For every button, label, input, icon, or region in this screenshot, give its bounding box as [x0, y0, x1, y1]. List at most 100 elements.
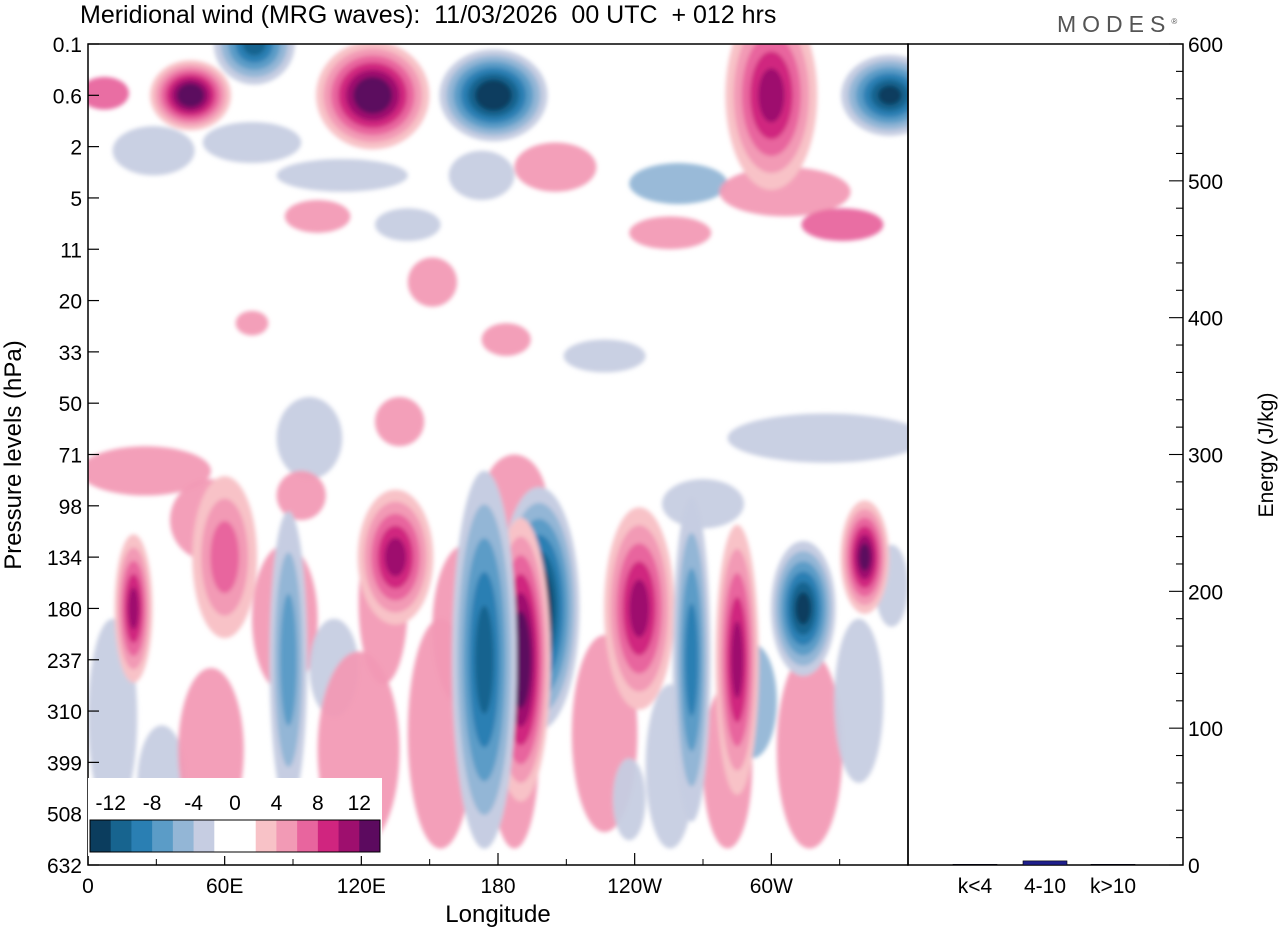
colorbar-swatch	[110, 820, 132, 852]
y-tick-label: 632	[47, 855, 82, 878]
energy-bar	[952, 864, 998, 866]
field-patch	[407, 257, 457, 307]
field-feature-ring	[685, 603, 699, 717]
field-patch	[88, 446, 211, 496]
pressure-axis: 0.1 0.6 2 5 11 20 33 50 71 98 134 180 237 310 399 508 63…	[47, 34, 99, 878]
field-patch	[112, 126, 195, 176]
y-tick-label: 5	[70, 188, 82, 211]
colorbar-label: -12	[96, 792, 126, 815]
colorbar-swatch	[172, 820, 195, 852]
energy-bar	[1022, 860, 1068, 866]
colorbar-swatch	[317, 820, 340, 852]
field-patch	[629, 163, 728, 205]
field-feature-ring	[384, 537, 407, 577]
y-tick-label: 2	[70, 137, 82, 160]
y-tick-label: 0.1	[53, 34, 82, 57]
colorbar-swatch	[235, 820, 257, 852]
y-tick-label: 98	[59, 496, 82, 519]
field-patch	[448, 150, 515, 200]
field-patch	[629, 216, 712, 250]
colorbar-swatch	[359, 820, 381, 852]
wind-field-contours	[88, 44, 908, 849]
energy-axis: 0 100 200 300 400 500 600	[1169, 34, 1223, 878]
x-tick-label: 180	[480, 875, 515, 898]
field-feature-ring	[795, 592, 812, 625]
field-patch	[514, 142, 597, 192]
field-patch	[563, 339, 646, 373]
energy-tick-label: 600	[1188, 34, 1223, 57]
energy-axis-title: Energy (J/kg)	[1255, 393, 1278, 518]
y-tick-label: 180	[47, 598, 82, 621]
y-tick-label: 11	[60, 239, 82, 262]
energy-tick-label: 0	[1188, 855, 1200, 878]
colorbar-swatch	[297, 820, 319, 852]
energy-category-label: k<4	[958, 875, 993, 898]
field-patch	[375, 397, 425, 447]
colorbar-swatch	[152, 820, 174, 852]
y-tick-label: 508	[47, 804, 82, 827]
chart-title: Meridional wind (MRG waves): 11/03/2026 …	[80, 1, 777, 29]
field-patch	[481, 323, 531, 356]
brand-name: MODES	[1057, 11, 1172, 37]
x-tick-label: 60W	[750, 875, 793, 898]
field-feature-ring	[128, 587, 139, 630]
x-tick-label: 120W	[607, 875, 662, 898]
field-feature-ring	[181, 87, 200, 103]
field-patch	[276, 397, 343, 480]
field-feature-ring	[210, 521, 240, 594]
field-feature-ring	[482, 85, 505, 105]
colorbar-swatch	[131, 820, 153, 852]
colorbar-swatch	[255, 820, 277, 852]
field-feature-ring	[280, 593, 297, 726]
y-tick-label: 0.6	[53, 85, 82, 108]
y-tick-label: 20	[59, 291, 82, 314]
colorbar-swatch	[90, 820, 112, 852]
colorbar-swatch	[193, 820, 215, 852]
field-feature-ring	[730, 621, 744, 699]
y-tick-label: 71	[59, 445, 82, 468]
field-feature-ring	[858, 543, 871, 571]
colorbar-label: 12	[348, 792, 371, 815]
field-feature-ring	[758, 68, 785, 123]
y-tick-label: 33	[59, 342, 82, 365]
x-tick-label: 120E	[337, 875, 386, 898]
colorbar-label: 8	[312, 792, 324, 815]
field-patch	[662, 479, 744, 529]
field-feature-ring	[514, 629, 528, 690]
energy-tick-label: 100	[1188, 718, 1223, 741]
colorbar-border	[89, 819, 381, 853]
energy-category-label: k>10	[1090, 875, 1136, 898]
energy-tick-label: 400	[1188, 308, 1223, 331]
brand-registered-mark: ®	[1171, 17, 1178, 26]
y-tick-label: 50	[59, 393, 82, 416]
y-tick-label: 134	[47, 547, 82, 570]
y-tick-label: 310	[47, 701, 82, 724]
energy-tick-label: 500	[1188, 171, 1223, 194]
field-patch	[801, 208, 884, 242]
field-patch	[276, 470, 326, 521]
colorbar-swatch	[214, 820, 236, 852]
field-patch	[202, 121, 302, 164]
contour-blobs	[88, 44, 908, 849]
energy-tick-label: 300	[1188, 445, 1223, 468]
brand-logo: MODES®	[1057, 10, 1177, 38]
y-tick-label: 399	[47, 752, 82, 775]
x-tick-label: 0	[82, 875, 94, 898]
field-patch	[612, 758, 646, 841]
field-feature-ring	[475, 605, 494, 714]
y-tick-label: 237	[47, 650, 82, 673]
x-tick-label: 60E	[206, 875, 243, 898]
field-patch	[235, 310, 269, 336]
energy-bar	[1090, 864, 1136, 866]
y-axis-title: Pressure levels (hPa)	[0, 340, 27, 569]
field-patch	[375, 208, 441, 242]
field-patch	[776, 651, 843, 849]
energy-tick-label: 200	[1188, 581, 1223, 604]
energy-category-label: 4-10	[1024, 875, 1066, 898]
field-feature-ring	[629, 579, 650, 638]
colorbar-legend: -12 -8 -4 0 4 8 12	[88, 778, 382, 856]
colorbar-swatch	[276, 820, 298, 852]
longitude-axis: 0 60E 120E 180 120W 60W	[82, 853, 841, 898]
field-patch	[284, 199, 351, 233]
